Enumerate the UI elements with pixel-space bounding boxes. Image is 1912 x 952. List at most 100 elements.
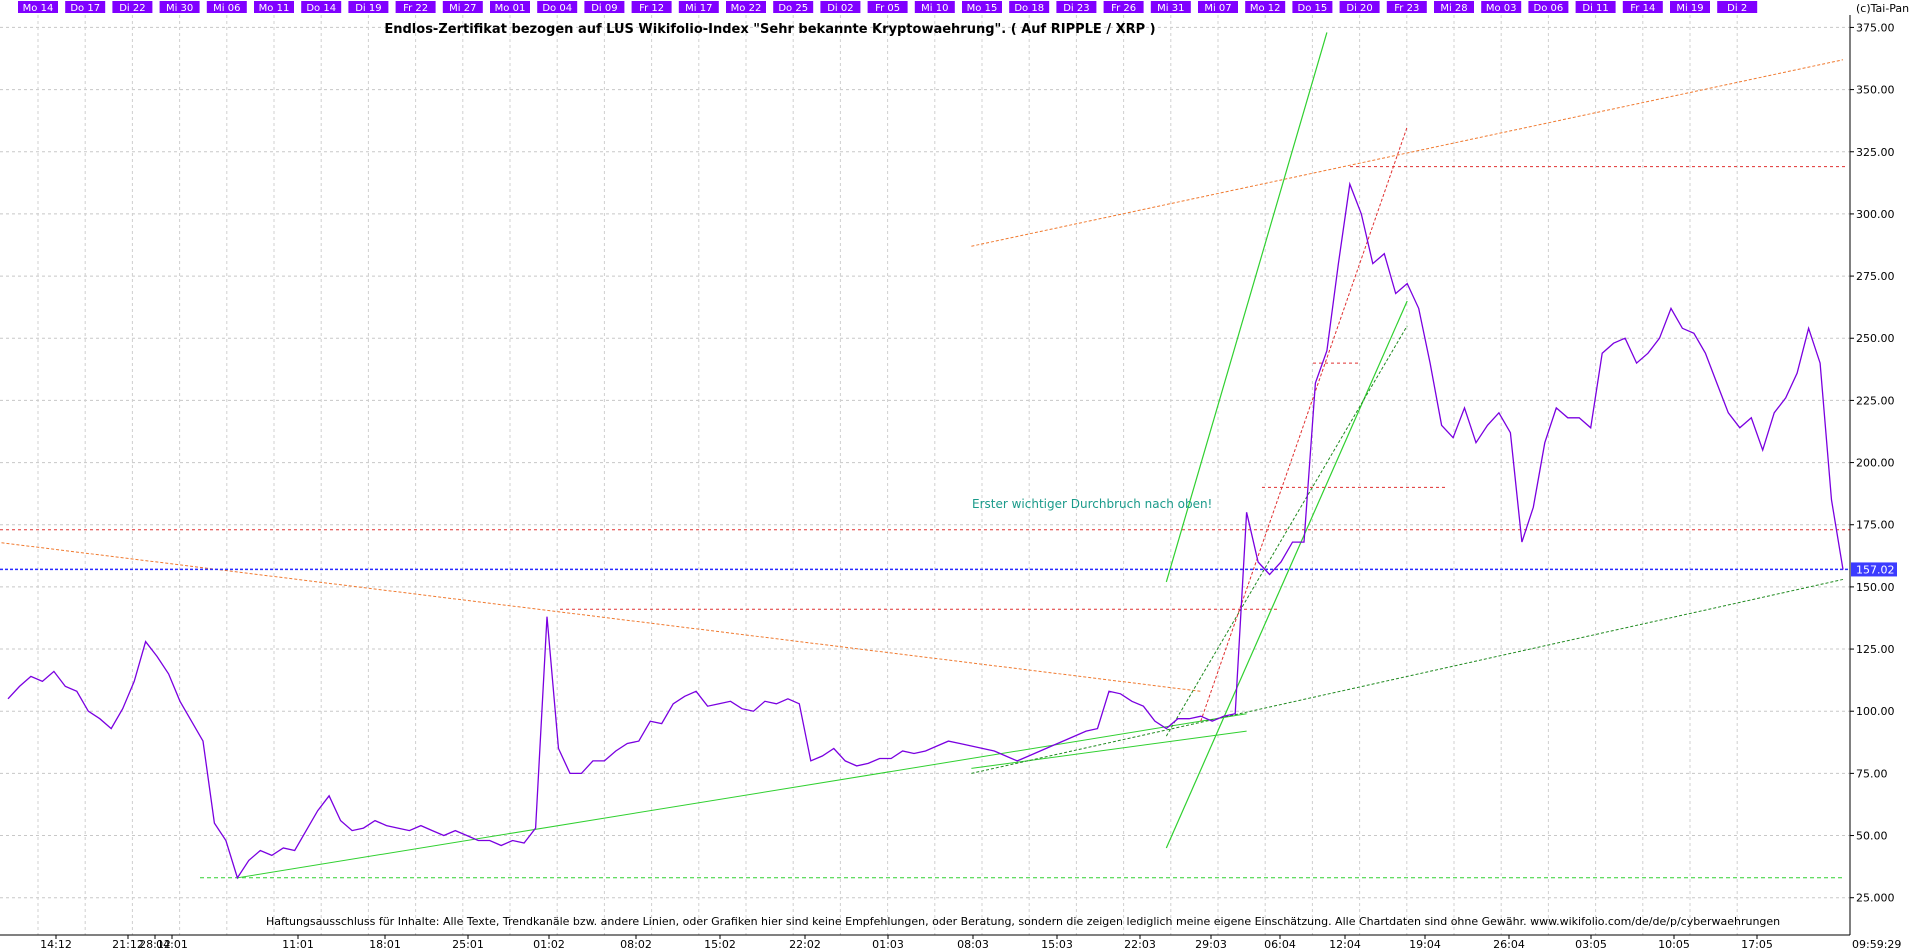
- date-label: 06:04: [1264, 938, 1296, 951]
- date-label: 26:04: [1493, 938, 1525, 951]
- price-series-line: [7, 181, 1844, 880]
- day-label: Mo 11: [259, 3, 290, 14]
- y-tick-label: 225.00: [1856, 394, 1895, 407]
- day-label: Di 20: [1346, 3, 1372, 14]
- day-label: Mi 10: [921, 3, 948, 14]
- day-label-box: [867, 1, 908, 13]
- trendlines: [0, 32, 1844, 879]
- day-label-box: [1245, 1, 1286, 13]
- day-label-box: [1339, 1, 1380, 13]
- day-label-box: [490, 1, 530, 13]
- trendline: [971, 59, 1844, 247]
- day-label-box: [1622, 1, 1663, 13]
- day-label: Fr 26: [1111, 3, 1136, 14]
- date-label: 04:01: [156, 938, 188, 951]
- day-label: Do 04: [542, 3, 572, 14]
- day-label-box: [1481, 1, 1522, 13]
- day-label-box: [1150, 1, 1191, 13]
- date-label: 15:03: [1041, 938, 1073, 951]
- day-label: Mo 22: [731, 3, 762, 14]
- day-label: Di 11: [1582, 3, 1608, 14]
- day-label-box: [584, 1, 625, 13]
- day-label-box: [1292, 1, 1333, 13]
- day-label-box: [395, 1, 436, 13]
- day-label-box: [1056, 1, 1097, 13]
- date-label: 28:12: [139, 938, 171, 951]
- day-label-box: [1528, 1, 1569, 13]
- trendline: [1165, 32, 1328, 583]
- day-label: Do 14: [306, 3, 336, 14]
- chart-title: Endlos-Zertifikat bezogen auf LUS Wikifo…: [384, 22, 1155, 37]
- day-label-box: [914, 1, 955, 13]
- day-label-box: [773, 1, 814, 13]
- date-label: 19:04: [1409, 938, 1441, 951]
- day-label-box: [301, 1, 342, 13]
- date-label: 01:03: [872, 938, 904, 951]
- y-tick-label: 175.00: [1856, 519, 1895, 532]
- y-tick-label: 375.00: [1856, 21, 1895, 34]
- copyright-label: (c)Tai-Pan: [1856, 2, 1909, 15]
- day-label: Di 02: [827, 3, 853, 14]
- day-label-box: [1103, 1, 1144, 13]
- day-label: Di 2: [1727, 3, 1747, 14]
- day-label: Mi 17: [685, 3, 712, 14]
- day-label: Di 22: [119, 3, 145, 14]
- date-label: 22:02: [789, 938, 821, 951]
- day-label: Mi 27: [449, 3, 476, 14]
- date-label: 22:03: [1124, 938, 1156, 951]
- day-label-box: [1009, 1, 1050, 13]
- day-label-box: [1670, 1, 1710, 13]
- day-label: Fr 05: [875, 3, 900, 14]
- day-label-strip: Mo 14 Do 17 Di 22 Mi 30 Mi 06 Mo 11 Do 14 Di 19…: [18, 1, 1758, 14]
- day-label: Do 25: [778, 3, 808, 14]
- y-tick-label: 25.000: [1856, 892, 1895, 905]
- day-label: Fr 22: [403, 3, 428, 14]
- trendline: [1165, 325, 1408, 737]
- date-label: 12:04: [1329, 938, 1361, 951]
- day-label-box: [1198, 1, 1238, 13]
- trendline: [971, 730, 1247, 769]
- y-tick-label: 150.00: [1856, 581, 1895, 594]
- day-label: Do 18: [1014, 3, 1044, 14]
- date-label: 10:05: [1658, 938, 1690, 951]
- day-label-box: [726, 1, 766, 13]
- y-tick-label: 350.00: [1856, 84, 1895, 97]
- day-label-box: [962, 1, 1002, 13]
- day-label: Mo 03: [1486, 3, 1517, 14]
- day-label-box: [1434, 1, 1474, 13]
- day-label: Mi 06: [213, 3, 240, 14]
- date-label: 11:01: [282, 938, 314, 951]
- trendline: [1165, 300, 1408, 849]
- day-label: Mi 19: [1676, 3, 1703, 14]
- last-value-label: 157.02: [1856, 563, 1895, 576]
- y-axis-ticks: 25.000 50.00 75.00 100.00 125.00 150.00 175.00…: [1850, 21, 1895, 905]
- date-label: 29:03: [1195, 938, 1227, 951]
- y-tick-label: 200.00: [1856, 457, 1895, 470]
- day-label: Mo 01: [495, 3, 526, 14]
- y-tick-label: 100.00: [1856, 705, 1895, 718]
- day-label-box: [254, 1, 294, 13]
- day-label-box: [537, 1, 578, 13]
- horizontal-levels: [0, 166, 1850, 879]
- day-label-box: [678, 1, 719, 13]
- day-label-box: [112, 1, 153, 13]
- day-label-box: [631, 1, 672, 13]
- breakout-annotation: Erster wichtiger Durchbruch nach oben!: [972, 497, 1212, 511]
- date-label: 15:02: [704, 938, 736, 951]
- day-label: Do 15: [1298, 3, 1328, 14]
- day-label-box: [18, 1, 58, 13]
- day-label: Fr 14: [1630, 3, 1655, 14]
- y-tick-label: 325.00: [1856, 146, 1895, 159]
- grid: [0, 15, 1850, 935]
- time-label: 09:59:29: [1852, 938, 1901, 951]
- date-label: 01:02: [533, 938, 565, 951]
- last-value-badge: [1851, 562, 1897, 577]
- date-label: 03:05: [1575, 938, 1607, 951]
- day-label-box: [348, 1, 389, 13]
- y-tick-label: 275.00: [1856, 270, 1895, 283]
- day-label: Di 23: [1063, 3, 1089, 14]
- day-label: Mo 12: [1250, 3, 1281, 14]
- day-label: Mi 28: [1440, 3, 1467, 14]
